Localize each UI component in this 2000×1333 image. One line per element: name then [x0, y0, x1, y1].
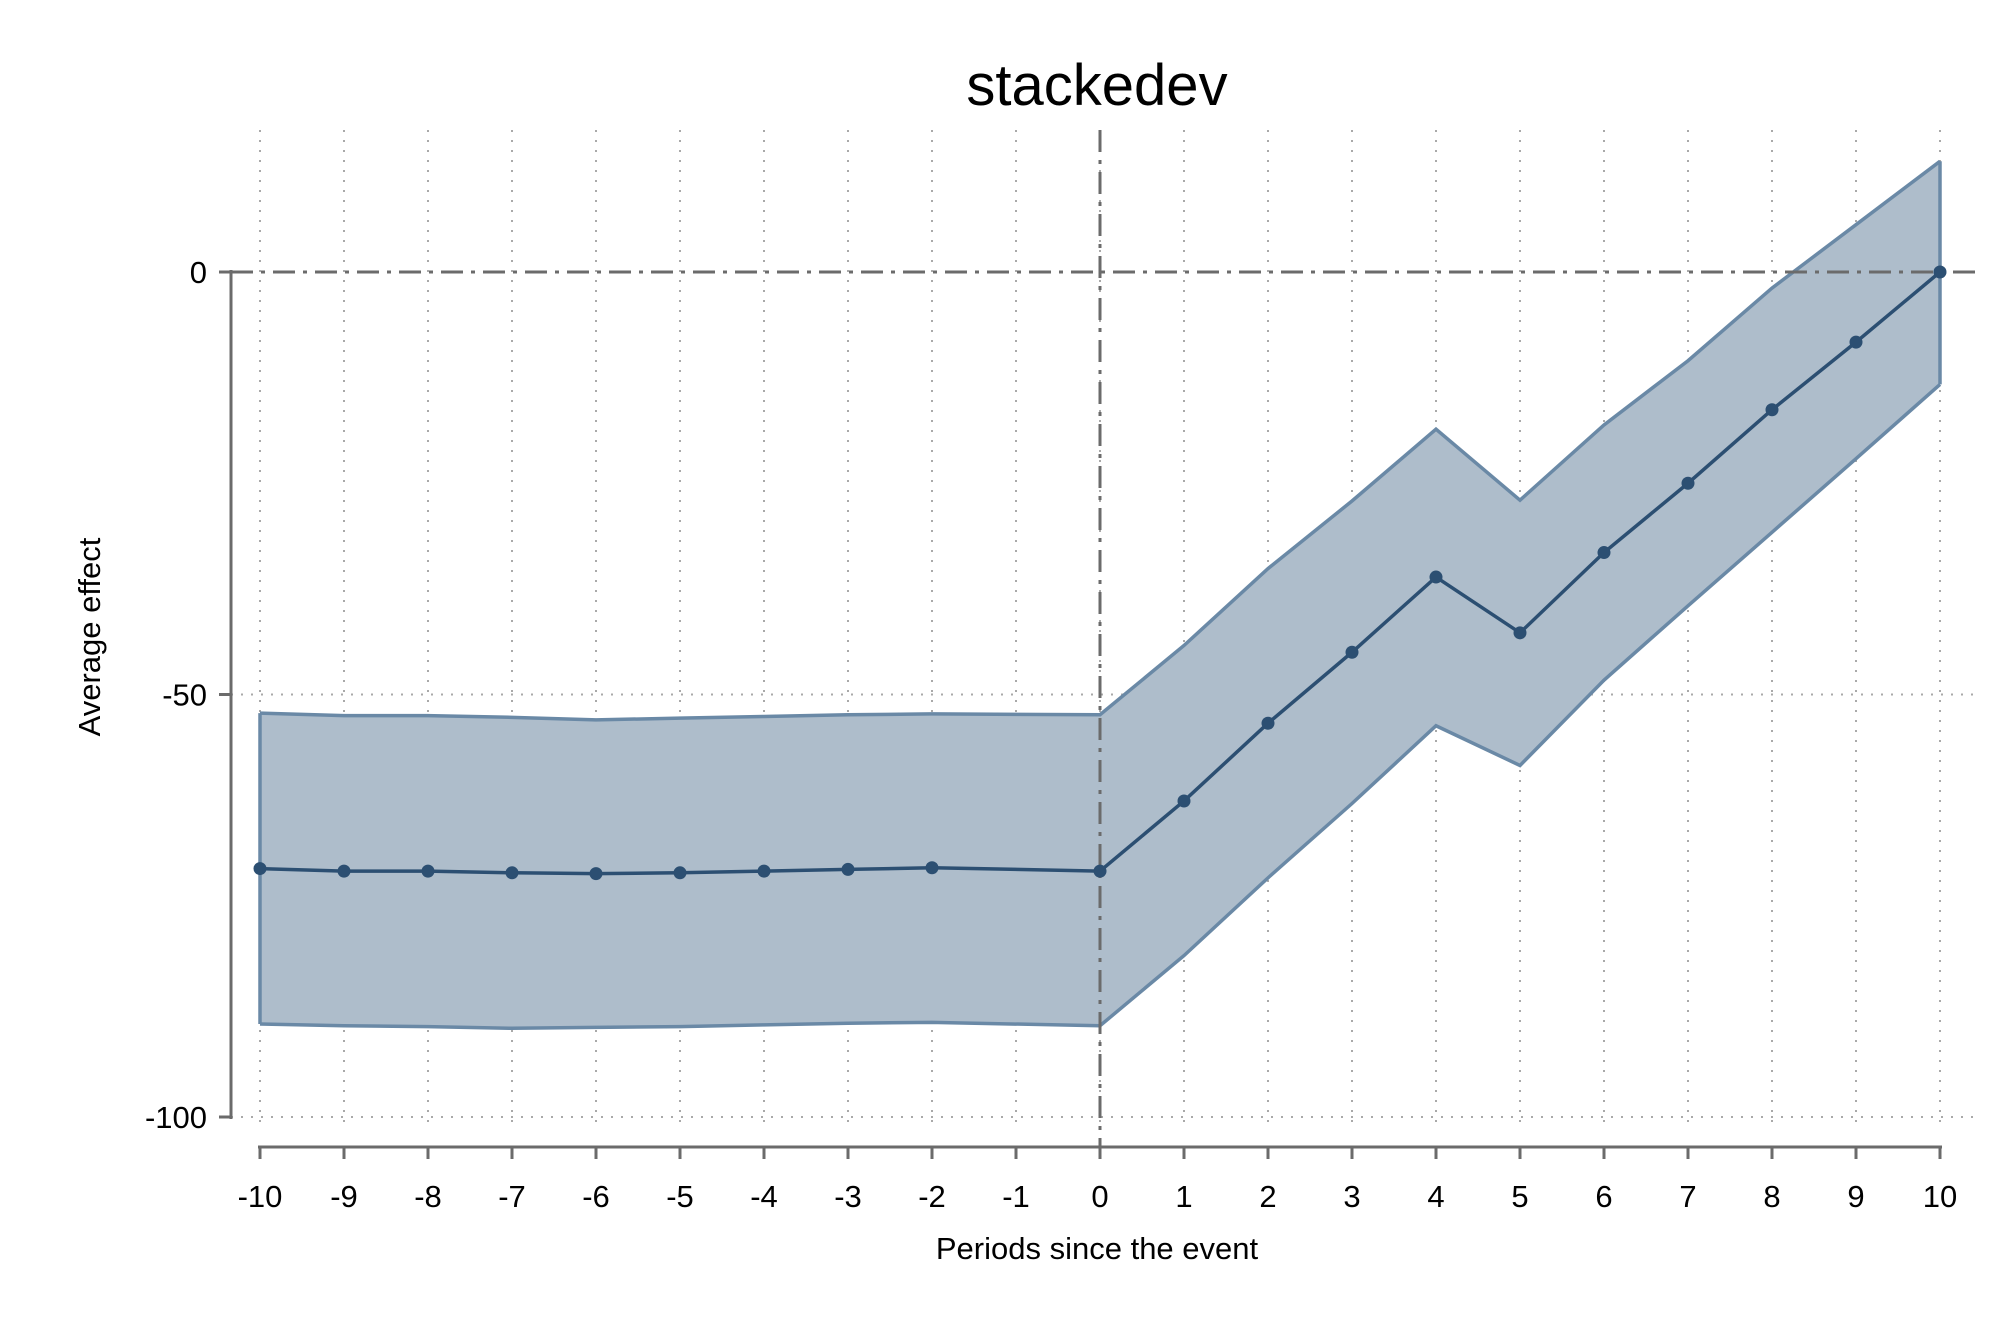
- x-tick-label: 5: [1511, 1179, 1528, 1214]
- reference-lines-layer: [231, 130, 1975, 1147]
- x-tick-label: -5: [666, 1179, 694, 1214]
- data-point: [1429, 570, 1443, 584]
- x-tick-label: -10: [238, 1179, 283, 1214]
- data-point: [1513, 626, 1527, 640]
- confidence-band: [260, 161, 1940, 1029]
- x-tick-label: -1: [1002, 1179, 1030, 1214]
- x-tick-label: 2: [1259, 1179, 1276, 1214]
- ci-upper-line: [259, 159, 1942, 722]
- data-point: [1597, 546, 1611, 560]
- data-point: [1681, 476, 1695, 490]
- data-point: [1849, 335, 1863, 349]
- x-tick-label: -8: [414, 1179, 442, 1214]
- x-tick-label: 7: [1679, 1179, 1696, 1214]
- data-point: [673, 866, 687, 880]
- ci-lower-line: [259, 383, 1942, 1031]
- data-point: [253, 862, 267, 876]
- data-point: [1765, 403, 1779, 417]
- x-tick-label: 9: [1847, 1179, 1864, 1214]
- chart-title: stackedev: [966, 53, 1227, 118]
- x-tick-label: 6: [1595, 1179, 1612, 1214]
- x-tick-label: -7: [498, 1179, 526, 1214]
- x-tick-label: -4: [750, 1179, 778, 1214]
- x-tick-label: 8: [1763, 1179, 1780, 1214]
- data-point: [757, 864, 771, 878]
- y-tick-label: -50: [162, 678, 207, 713]
- x-tick-label: 3: [1343, 1179, 1360, 1214]
- grid-layer: [231, 130, 1975, 1129]
- y-tick-label: 0: [190, 255, 207, 290]
- data-point: [1345, 645, 1359, 659]
- data-point: [841, 862, 855, 876]
- data-point: [1093, 864, 1107, 878]
- data-point: [505, 866, 519, 880]
- y-axis-label: Average effect: [72, 537, 107, 736]
- x-tick-label: 0: [1091, 1179, 1108, 1214]
- data-point: [1261, 716, 1275, 730]
- axes-layer: -10 -9 -8 -7 -6 -5 -4 -3 -2 -1 0 1 2 3 4 5 6 7 8 9 100-50-10…: [145, 255, 1957, 1214]
- x-tick-label: -2: [918, 1179, 946, 1214]
- average-effect-line: [259, 270, 1942, 876]
- x-tick-label: 1: [1175, 1179, 1192, 1214]
- y-tick-label: -100: [145, 1100, 207, 1135]
- x-axis-label: Periods since the event: [936, 1231, 1259, 1266]
- x-tick-label: -9: [330, 1179, 358, 1214]
- data-point: [925, 861, 939, 875]
- series-layer: [253, 265, 1947, 881]
- x-tick-label: 10: [1923, 1179, 1957, 1214]
- data-point: [337, 864, 351, 878]
- x-tick-label: -3: [834, 1179, 862, 1214]
- data-point: [1933, 265, 1947, 279]
- data-point: [1177, 794, 1191, 808]
- x-tick-label: -6: [582, 1179, 610, 1214]
- data-point: [421, 864, 435, 878]
- x-tick-label: 4: [1427, 1179, 1444, 1214]
- data-point: [589, 867, 603, 881]
